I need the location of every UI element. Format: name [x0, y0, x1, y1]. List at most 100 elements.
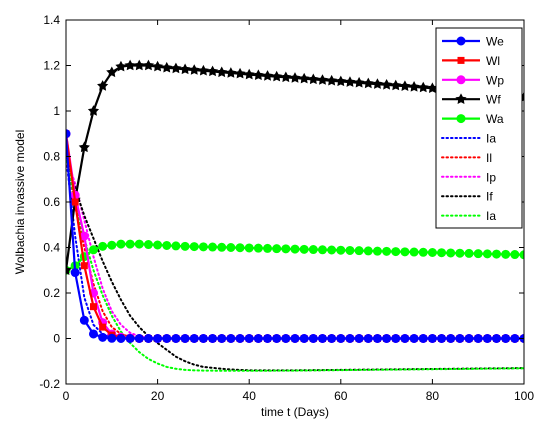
data-point — [326, 74, 338, 86]
data-point — [79, 315, 89, 325]
legend: We Wl Wp Wf Wa Ia Il Ip If Ia — [435, 27, 523, 229]
data-point — [464, 248, 474, 258]
data-point — [317, 245, 327, 255]
data-point — [125, 334, 135, 343]
data-point — [271, 70, 283, 82]
legend-item: Ia — [441, 132, 496, 146]
data-point — [409, 247, 419, 257]
data-point — [143, 240, 153, 250]
y-tick-label: 0.8 — [43, 150, 60, 164]
legend-label: If — [486, 190, 493, 204]
data-point — [308, 245, 318, 255]
legend-label: Wa — [486, 112, 504, 126]
data-point — [263, 334, 273, 343]
legend-item: Wp — [442, 73, 504, 87]
data-point — [289, 72, 301, 83]
data-point — [153, 240, 163, 250]
data-point — [66, 129, 71, 139]
data-point — [161, 61, 173, 73]
data-point — [455, 334, 465, 343]
data-point — [427, 334, 437, 343]
legend-marker — [456, 36, 466, 46]
data-point — [261, 70, 274, 81]
series-ia-dotted — [66, 155, 524, 372]
x-tick-label: 40 — [243, 389, 257, 403]
x-tick-label: 60 — [334, 389, 348, 403]
data-point — [501, 249, 511, 259]
data-point — [382, 334, 392, 343]
data-point — [88, 245, 98, 255]
data-point — [510, 250, 520, 260]
legend-label: We — [486, 35, 504, 49]
data-point — [519, 250, 524, 260]
legend-label: Ia — [486, 132, 496, 146]
data-point — [473, 334, 483, 343]
series-wa — [66, 239, 524, 275]
data-point — [336, 245, 346, 255]
data-point — [98, 241, 108, 251]
data-point — [308, 334, 318, 343]
data-point — [217, 334, 227, 343]
data-point — [198, 334, 208, 343]
legend-label: Wp — [486, 73, 504, 87]
data-point — [180, 334, 190, 343]
data-point — [115, 60, 127, 72]
y-tick-label: 0.6 — [43, 195, 60, 209]
data-point — [244, 243, 254, 253]
data-point — [116, 334, 126, 343]
data-point — [253, 243, 263, 253]
data-point — [455, 248, 465, 258]
data-point — [327, 245, 337, 255]
data-point — [252, 69, 264, 81]
data-point — [437, 334, 447, 343]
data-point — [381, 78, 393, 90]
data-point — [78, 141, 90, 153]
data-point — [116, 239, 126, 249]
data-point — [417, 81, 429, 93]
data-point — [70, 268, 80, 278]
data-point — [180, 241, 190, 251]
data-point — [437, 248, 447, 258]
data-point — [298, 72, 310, 84]
data-point — [482, 249, 492, 259]
data-point — [107, 240, 117, 250]
data-point — [363, 334, 373, 343]
data-point — [446, 248, 456, 258]
legend-marker — [457, 56, 465, 64]
data-point — [354, 246, 364, 256]
x-axis-label: time t (Days) — [261, 405, 329, 419]
data-point — [281, 244, 291, 254]
data-point — [206, 65, 219, 77]
data-point — [400, 334, 410, 343]
data-point — [290, 334, 300, 343]
data-point — [408, 81, 420, 92]
legend-item: Ia — [441, 209, 496, 223]
data-point — [335, 75, 347, 87]
y-tick-label: 0.4 — [43, 241, 60, 255]
data-point — [217, 242, 227, 252]
data-point — [272, 244, 282, 254]
data-point — [189, 334, 199, 343]
data-point — [482, 334, 492, 343]
data-point — [427, 248, 437, 258]
data-point — [134, 334, 144, 343]
data-point — [299, 334, 309, 343]
data-point — [97, 80, 109, 91]
data-point — [170, 62, 182, 74]
y-tick-label: 1.2 — [43, 59, 60, 73]
data-point — [446, 334, 456, 343]
data-point — [235, 334, 245, 343]
data-point — [317, 334, 327, 343]
data-point — [336, 334, 346, 343]
x-tick-label: 80 — [426, 389, 440, 403]
data-point — [492, 334, 502, 343]
data-point — [198, 242, 208, 252]
data-point — [125, 239, 135, 249]
data-point — [66, 264, 72, 275]
data-point — [133, 59, 145, 71]
data-point — [280, 71, 292, 83]
data-point — [171, 241, 181, 251]
data-point — [162, 334, 172, 343]
legend-label: Il — [486, 151, 492, 165]
legend-item: Ip — [441, 170, 496, 184]
